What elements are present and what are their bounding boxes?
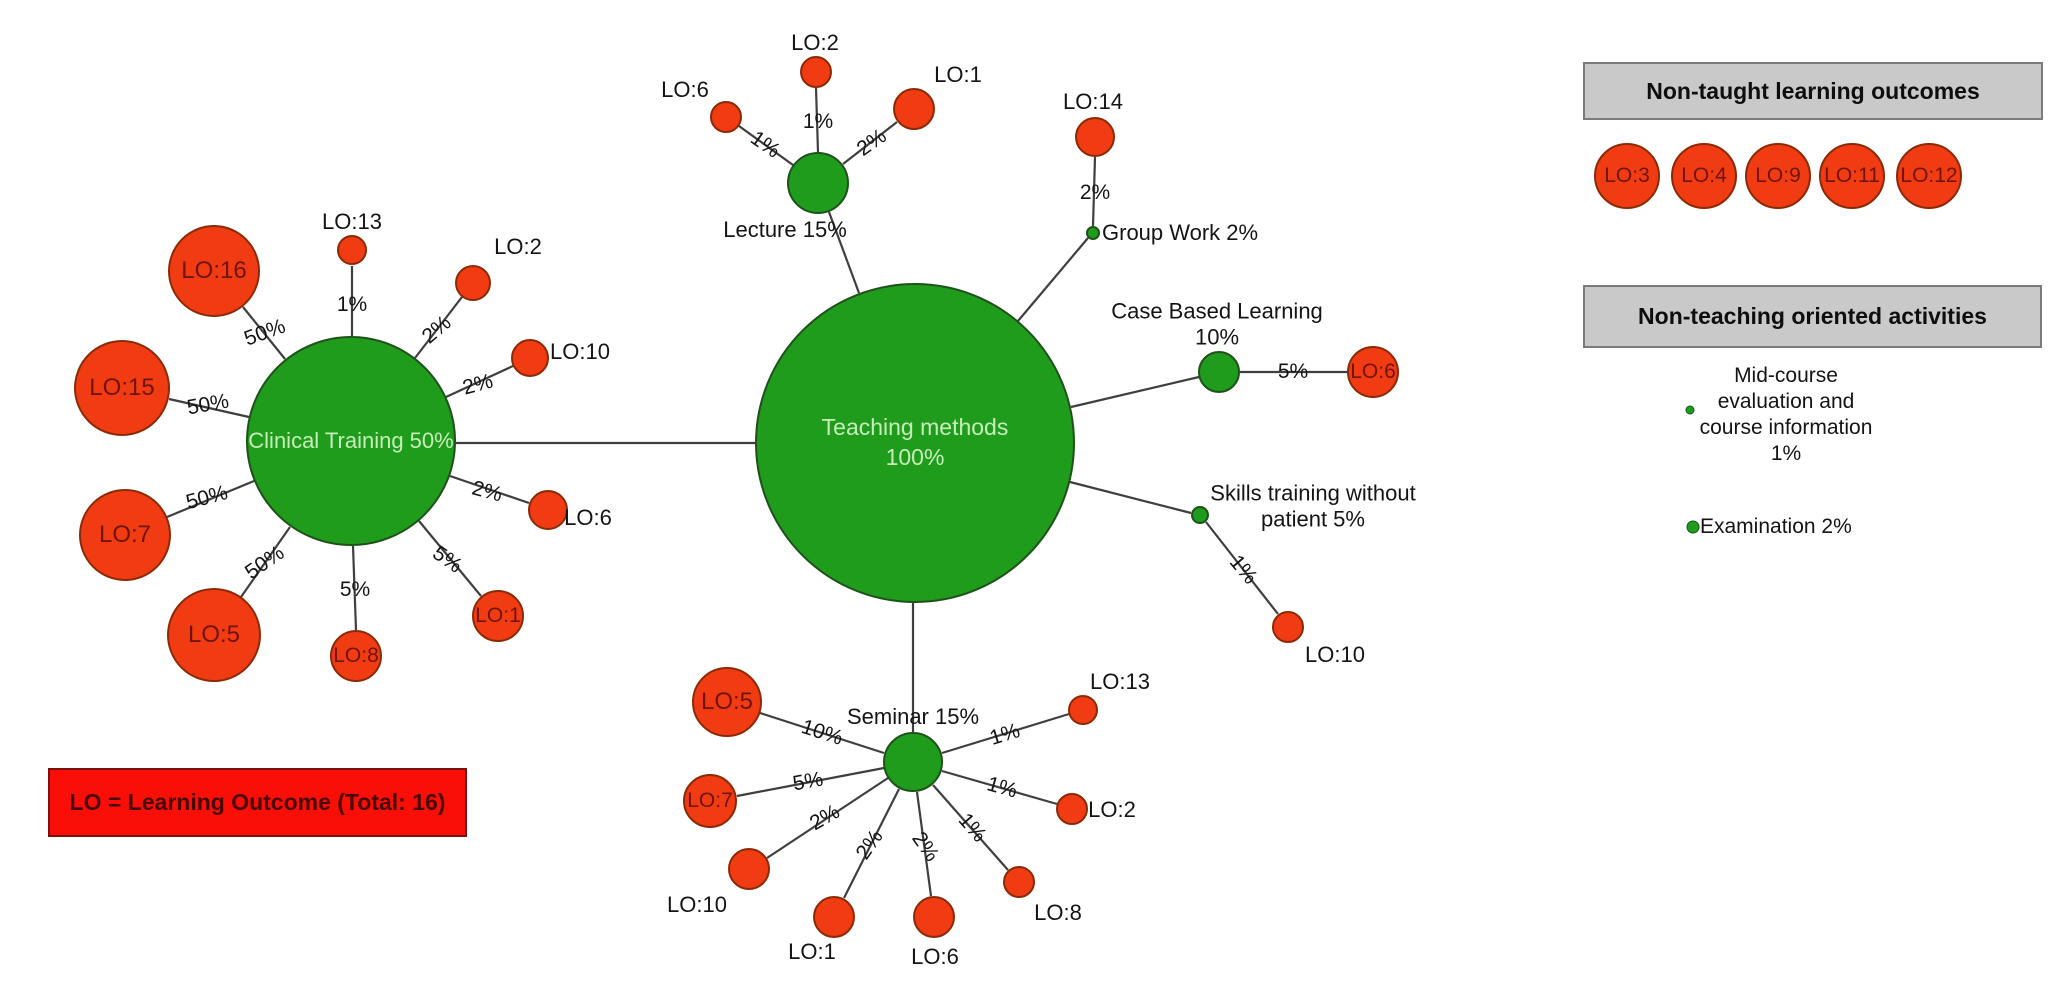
node-clinical-lo7: LO:7 xyxy=(79,489,171,581)
lecture-lo1-label: LO:1 xyxy=(934,62,982,87)
edge-seminar-lo1 xyxy=(843,788,900,899)
node-clinical-lo2 xyxy=(455,265,491,301)
edge-clinical-lo2 xyxy=(414,296,463,359)
lecture-lo6-label: LO:6 xyxy=(661,77,709,102)
edge-seminar-lo5 xyxy=(759,711,885,755)
legend-non-taught-header: Non-taught learning outcomes xyxy=(1583,62,2043,120)
node-clinical-lo8: LO:8 xyxy=(330,630,382,682)
seminar-lo10-label: LO:10 xyxy=(667,892,727,917)
edge-clinical-lo1 xyxy=(418,520,482,597)
seminar-lo1-label: LO:1 xyxy=(788,939,836,964)
node-clinical-lo13 xyxy=(337,235,367,265)
seminar-lo2-label: LO:2 xyxy=(1088,797,1136,822)
edge-lecture-lo6 xyxy=(738,125,794,166)
edge-seminar-lo13 xyxy=(941,712,1070,755)
node-seminar-lo5: LO:5 xyxy=(692,667,762,737)
edge-clinical-lo5 xyxy=(240,526,291,598)
clinical-lo13-label: LO:13 xyxy=(322,209,382,234)
node-skills-training xyxy=(1191,506,1209,524)
node-seminar-lo2 xyxy=(1056,793,1088,825)
node-case-based xyxy=(1198,351,1240,393)
clinical-lo10-label: LO:10 xyxy=(550,339,610,364)
node-group-work xyxy=(1086,226,1100,240)
legend-lo4: LO:4 xyxy=(1671,143,1737,209)
node-skills-lo10 xyxy=(1272,611,1304,643)
edge-seminar-lo7 xyxy=(736,766,885,798)
seminar-lo13-label: LO:13 xyxy=(1090,669,1150,694)
node-clinical-training: Clinical Training 50% xyxy=(246,336,456,546)
edge-clinical-lo8 xyxy=(351,545,358,631)
edge-teaching-lecture xyxy=(827,211,861,294)
node-groupwork-lo14 xyxy=(1075,117,1115,157)
edge-teaching-skills xyxy=(1069,480,1192,515)
edge-clinical-lo10 xyxy=(445,365,514,398)
skills-training-label: Skills training without patient 5% xyxy=(1210,480,1416,532)
edge-lecture-lo1 xyxy=(842,121,898,165)
seminar-label: Seminar 15% xyxy=(846,704,980,729)
node-casebased-lo6: LO:6 xyxy=(1347,346,1399,398)
node-seminar-lo10 xyxy=(728,848,770,890)
node-lecture-lo6 xyxy=(710,101,742,133)
node-lecture xyxy=(787,152,849,214)
teaching-methods-label: Teaching methods 100% xyxy=(821,414,1009,470)
examination-label: Examination 2% xyxy=(1700,515,1852,538)
seminar-lo8-label: LO:8 xyxy=(1034,900,1082,925)
edge-lecture-lo2 xyxy=(814,87,820,153)
lecture-label: Lecture 15% xyxy=(723,217,847,242)
lecture-lo2-label: LO:2 xyxy=(791,30,839,55)
edge-clinical-lo6 xyxy=(449,474,530,505)
examination-dot-icon xyxy=(1686,520,1700,534)
node-teaching-methods: Teaching methods 100% xyxy=(755,283,1075,603)
groupwork-lo14-pct: 2% xyxy=(1079,181,1111,204)
edge-seminar-lo8 xyxy=(932,784,1009,871)
midcourse-dot-icon xyxy=(1685,405,1695,415)
clinical-lo8-pct: 5% xyxy=(339,578,371,601)
edge-clinical-lo7 xyxy=(166,479,255,519)
edge-seminar-lo2 xyxy=(941,769,1058,806)
node-lecture-lo1 xyxy=(893,88,935,130)
seminar-lo6-label: LO:6 xyxy=(911,944,959,969)
node-clinical-lo16: LO:16 xyxy=(168,225,260,317)
node-seminar-lo8 xyxy=(1003,866,1035,898)
casebased-lo6-pct: 5% xyxy=(1277,360,1309,383)
node-clinical-lo1: LO:1 xyxy=(472,590,524,642)
edge-teaching-casebased xyxy=(1070,375,1200,409)
node-clinical-lo5: LO:5 xyxy=(167,588,261,682)
edge-clinical-lo16 xyxy=(242,306,286,360)
clinical-lo13-pct: 1% xyxy=(336,293,368,316)
legend-lo9: LO:9 xyxy=(1745,143,1811,209)
node-seminar-lo1 xyxy=(813,896,855,938)
legend-lo12: LO:12 xyxy=(1896,143,1962,209)
clinical-lo6-label: LO:6 xyxy=(564,505,612,530)
node-seminar-lo13 xyxy=(1068,695,1098,725)
lecture-lo2-pct: 1% xyxy=(802,110,834,133)
groupwork-lo14-label: LO:14 xyxy=(1063,89,1123,114)
node-clinical-lo6 xyxy=(528,490,568,530)
skills-lo10-label: LO:10 xyxy=(1305,642,1365,667)
legend-lo11: LO:11 xyxy=(1819,143,1885,209)
group-work-label: Group Work 2% xyxy=(1102,220,1259,245)
edge-skills-lo10 xyxy=(1205,521,1279,615)
edge-teaching-groupwork xyxy=(1017,237,1089,322)
node-seminar xyxy=(883,732,943,792)
node-lecture-lo2 xyxy=(800,56,832,88)
clinical-lo2-label: LO:2 xyxy=(494,234,542,259)
edge-seminar-lo6 xyxy=(915,791,933,897)
case-based-label: Case Based Learning 10% xyxy=(1111,298,1323,350)
node-clinical-lo15: LO:15 xyxy=(74,340,170,436)
node-seminar-lo7: LO:7 xyxy=(683,774,737,828)
legend-lo3: LO:3 xyxy=(1594,143,1660,209)
node-seminar-lo6 xyxy=(913,896,955,938)
edge-seminar-lo10 xyxy=(766,777,889,859)
edge-clinical-lo15 xyxy=(168,397,250,419)
edge-groupwork-lo14 xyxy=(1091,156,1097,227)
node-clinical-lo10 xyxy=(511,339,549,377)
clinical-training-label: Clinical Training 50% xyxy=(248,428,454,453)
legend-non-teaching-header: Non-teaching oriented activities xyxy=(1583,285,2042,348)
midcourse-label: Mid-course evaluation and course informa… xyxy=(1699,364,1873,465)
lo-note-box: LO = Learning Outcome (Total: 16) xyxy=(48,768,467,837)
